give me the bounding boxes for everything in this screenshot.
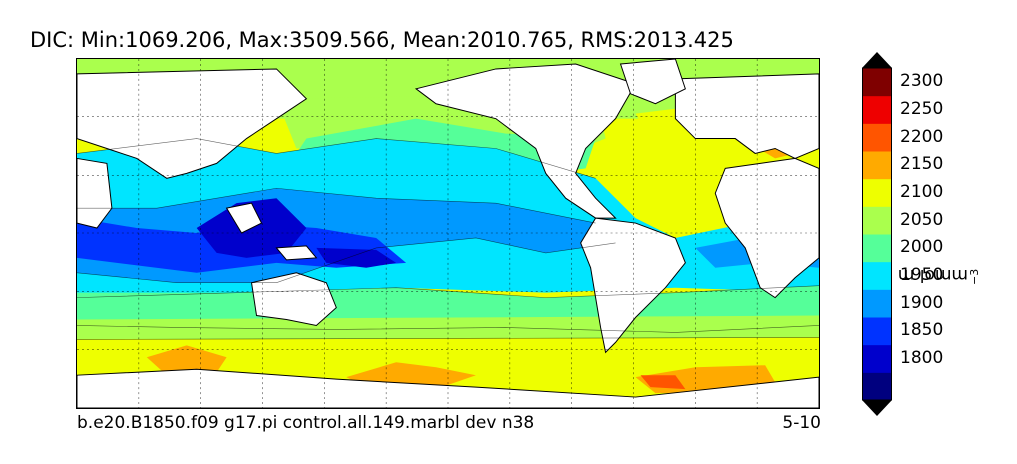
colorbar-tick-label: 2100	[900, 182, 944, 202]
colorbar-tick-label: 1900	[900, 292, 944, 313]
colorbar-bin	[862, 206, 892, 235]
land-eurasia	[77, 68, 308, 179]
colorbar-extend-under	[862, 400, 892, 416]
land-africa	[714, 157, 819, 299]
colorbar-bin	[862, 289, 892, 318]
colorbar-bin	[862, 372, 892, 401]
colorbar-tick-label: 2150	[900, 154, 944, 175]
contour-line	[77, 325, 819, 333]
colorbar-tick-label: 2200	[900, 126, 944, 147]
land-north-america	[414, 63, 637, 219]
colorbar	[862, 52, 892, 416]
land-maritime-asia	[275, 245, 318, 261]
colorbar-bin	[862, 234, 892, 263]
units-exponent: −3	[968, 268, 981, 285]
colorbar-bin	[862, 261, 892, 290]
colorbar-tick-label: 2000	[900, 237, 944, 258]
colorbar-ticks: 1800 1850 1900 1950 2000 2050 2100 2150 2200 2250…	[900, 0, 970, 464]
colorbar-frame	[862, 67, 892, 401]
ocean-band	[316, 247, 397, 268]
contour-line	[77, 285, 819, 298]
plot-title: DIC: Min:1069.206, Max:3509.566, Mean:20…	[30, 28, 734, 52]
map-panel	[76, 58, 820, 409]
colorbar-bin	[862, 95, 892, 124]
units-base: mmol m	[897, 265, 968, 285]
land-australia	[250, 272, 337, 327]
colorbar-bin	[862, 123, 892, 152]
colorbar-tick-label: 1950	[900, 265, 944, 285]
colorbar-extend-over	[862, 52, 892, 68]
land-africa	[77, 157, 113, 229]
land-south-america	[580, 217, 686, 354]
colorbar-tick-label: 1850	[900, 320, 944, 341]
land-maritime-asia	[225, 202, 263, 234]
colorbar-bin	[862, 68, 892, 97]
case-name-label: b.e20.B1850.f09 g17.pi control.all.149.m…	[77, 413, 535, 433]
ocean-band	[146, 345, 227, 376]
colorbar-tick-label: 2300	[900, 71, 944, 92]
colorbar-bin	[862, 151, 892, 180]
contour-line	[77, 237, 616, 284]
ocean-band	[640, 375, 686, 390]
colorbar-bin	[862, 178, 892, 207]
period-label: 5-10	[782, 413, 821, 433]
colorbar-bin	[862, 344, 892, 373]
contour-line	[77, 138, 596, 179]
land-eurasia	[674, 73, 819, 159]
units-label: mmol m −3	[898, 265, 990, 285]
colorbar-tick-label: 2250	[900, 99, 944, 119]
dic-contour-map	[77, 59, 819, 408]
colorbar-tick-label: 1800	[900, 348, 944, 368]
colorbar-bin	[862, 317, 892, 346]
land-greenland	[619, 59, 686, 105]
contour-line	[77, 187, 596, 224]
colorbar-tick-label: 2050	[900, 209, 944, 230]
